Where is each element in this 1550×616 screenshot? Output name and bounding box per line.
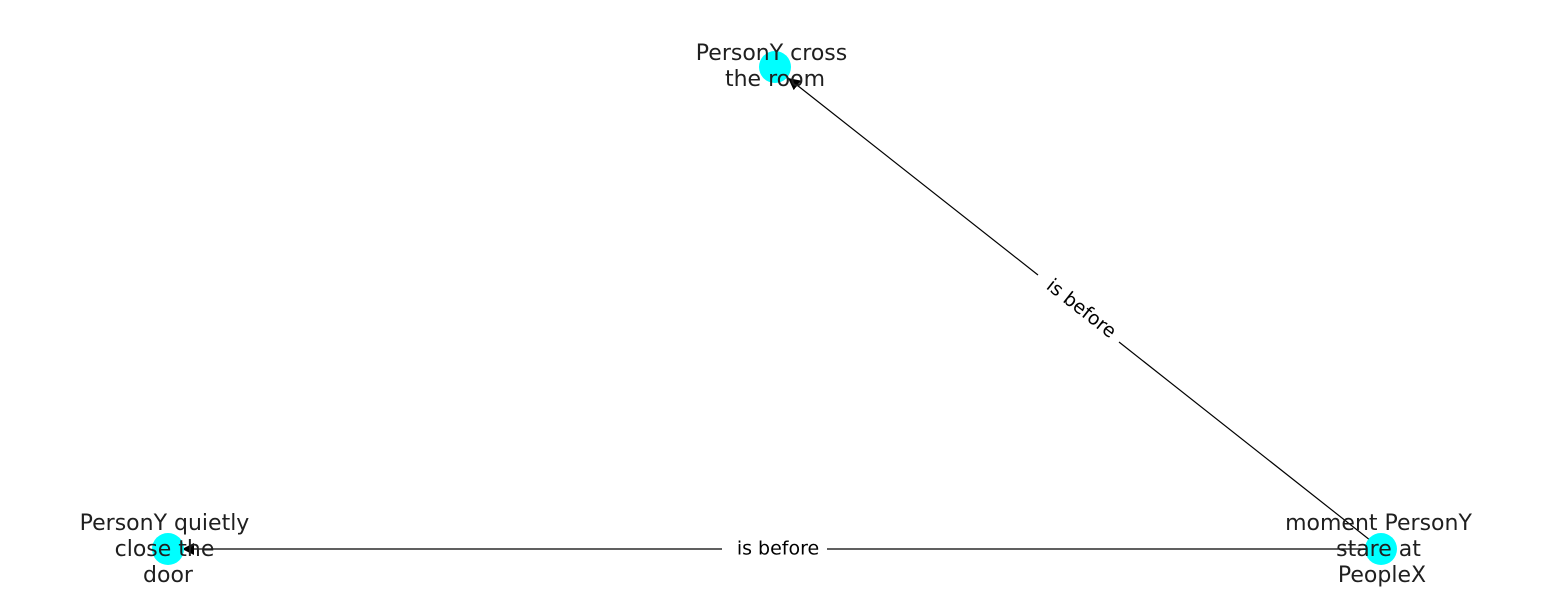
- node-label: moment PersonY stare at PeopleX: [1285, 511, 1479, 588]
- node-close-the-door: PersonY quietly close the door: [80, 511, 257, 588]
- node-circle: [759, 51, 791, 83]
- node-label: PersonY cross the room: [696, 41, 854, 92]
- node-stare-at-peoplex: moment PersonY stare at PeopleX: [1285, 511, 1479, 588]
- edge-label: is before: [737, 538, 819, 560]
- edge-line-arrow: [787, 77, 1039, 276]
- edge-line: [1118, 341, 1381, 549]
- edge-stare-to-close: is before: [182, 538, 1380, 560]
- node-cross-the-room: PersonY cross the room: [696, 41, 854, 92]
- node-circle: [1365, 533, 1397, 565]
- edge-label: is before: [1042, 274, 1120, 342]
- node-circle: [152, 533, 184, 565]
- node-label: PersonY quietly close the door: [80, 511, 257, 588]
- edge-stare-to-cross: is before: [787, 77, 1381, 549]
